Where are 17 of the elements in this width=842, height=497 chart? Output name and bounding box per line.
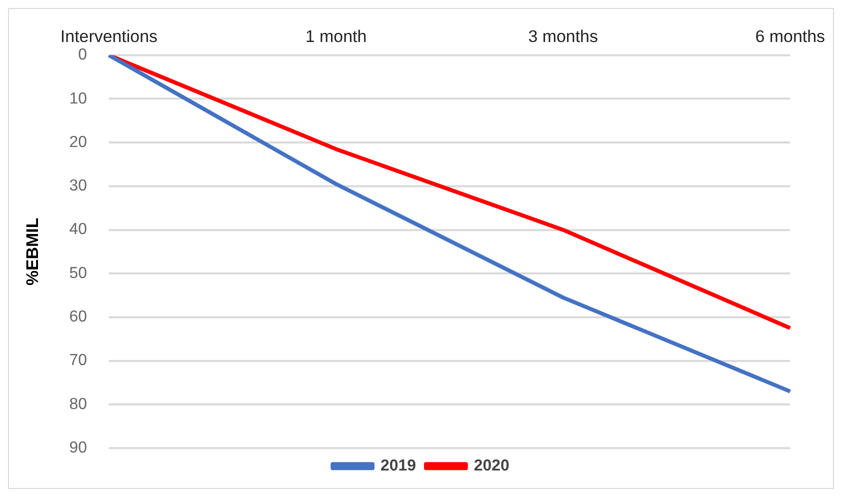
legend-label: 2020 <box>474 457 510 474</box>
y-tick-label: 0 <box>78 46 88 64</box>
y-tick-label: 50 <box>69 264 88 282</box>
y-tick-label: 30 <box>69 178 88 195</box>
x-tick-label: 1 month <box>305 26 367 46</box>
x-tick-label: Interventions <box>60 26 158 46</box>
y-tick-label: 20 <box>69 134 88 151</box>
y-tick-label: 80 <box>69 396 88 413</box>
x-tick-label: 3 months <box>528 26 598 46</box>
legend-label: 2019 <box>380 457 416 474</box>
y-tick-label: 40 <box>69 221 88 238</box>
y-tick-label: 90 <box>69 440 88 457</box>
y-tick-label: 60 <box>69 308 88 326</box>
x-tick-label: 6 months <box>755 26 826 46</box>
y-tick-label: 10 <box>69 90 88 108</box>
y-tick-label: 70 <box>69 352 88 370</box>
y-axis-title: %EBMIL <box>22 218 42 286</box>
